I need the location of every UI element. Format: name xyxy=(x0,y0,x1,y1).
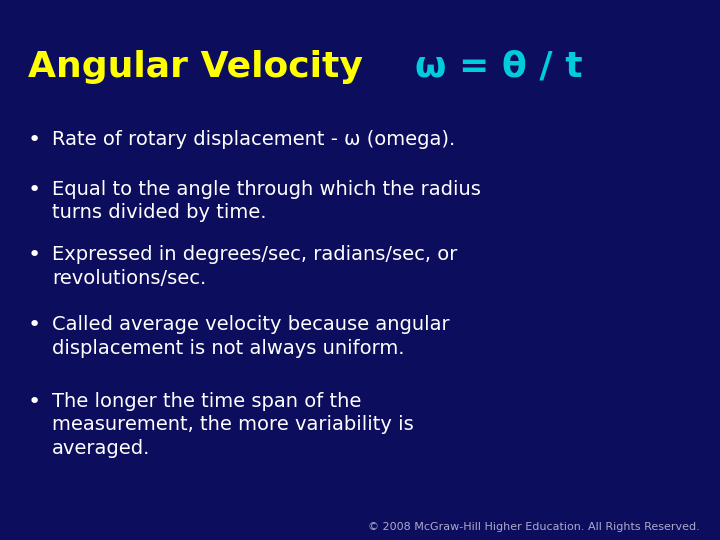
Text: © 2008 McGraw-Hill Higher Education. All Rights Reserved.: © 2008 McGraw-Hill Higher Education. All… xyxy=(368,522,700,532)
Text: •: • xyxy=(28,245,41,265)
Text: Expressed in degrees/sec, radians/sec, or
revolutions/sec.: Expressed in degrees/sec, radians/sec, o… xyxy=(52,245,457,287)
Text: •: • xyxy=(28,315,41,335)
Text: The longer the time span of the
measurement, the more variability is
averaged.: The longer the time span of the measurem… xyxy=(52,392,414,458)
Text: •: • xyxy=(28,180,41,200)
Text: •: • xyxy=(28,392,41,412)
Text: ω = θ / t: ω = θ / t xyxy=(415,50,582,84)
Text: Angular Velocity: Angular Velocity xyxy=(28,50,363,84)
Text: •: • xyxy=(28,130,41,150)
Text: Called average velocity because angular
displacement is not always uniform.: Called average velocity because angular … xyxy=(52,315,449,357)
Text: Rate of rotary displacement - ω (omega).: Rate of rotary displacement - ω (omega). xyxy=(52,130,455,149)
Text: Equal to the angle through which the radius
turns divided by time.: Equal to the angle through which the rad… xyxy=(52,180,481,222)
